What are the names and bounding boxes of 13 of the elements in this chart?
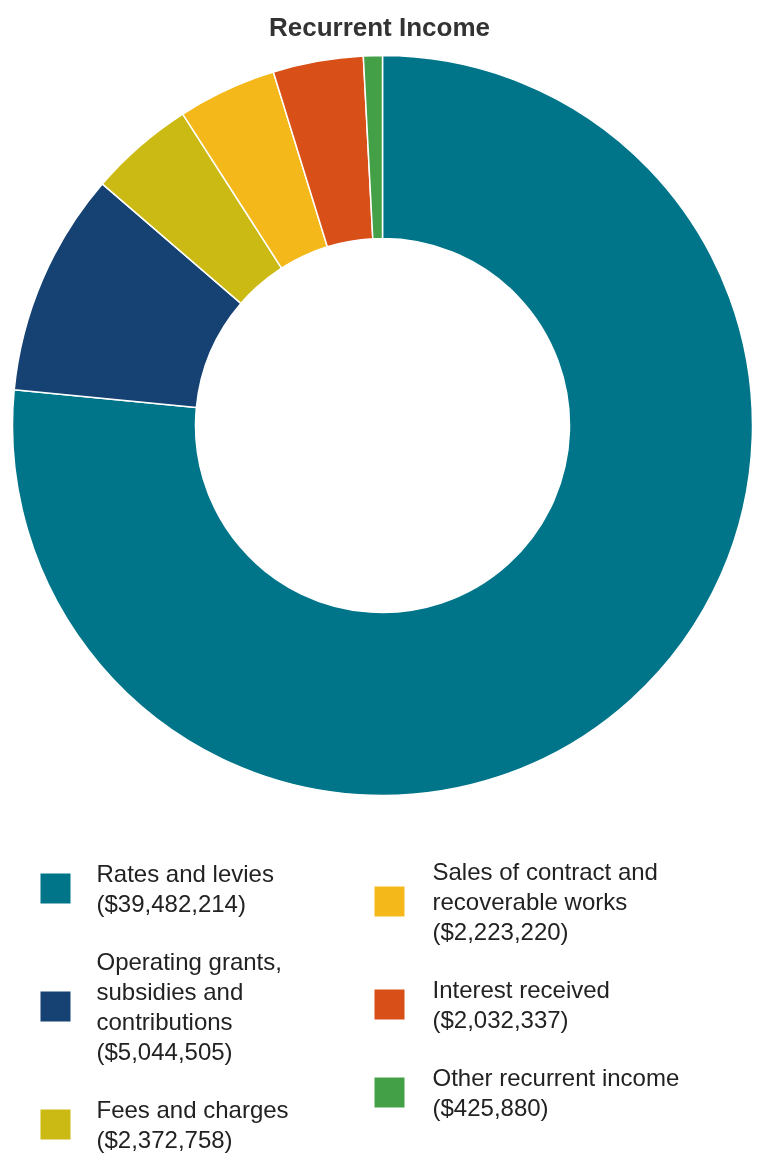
data-label: ($2,223,220)	[432, 918, 569, 945]
chart-title: Recurrent Income	[268, 11, 491, 42]
legend-label: Fees and charges	[96, 1096, 289, 1123]
legend-label: Operating grants, subsidies and contributions	[96, 948, 282, 1035]
legend-label: Sales of contract and recoverable works	[432, 858, 658, 915]
data-label: ($2,372,758)	[96, 1126, 233, 1153]
legend-label: Rates and levies	[96, 860, 274, 887]
data-label: ($2,032,337)	[432, 1006, 569, 1033]
data-label: ($5,044,505)	[96, 1038, 233, 1065]
data-label: ($425,880)	[432, 1094, 549, 1121]
legend-label: Interest received	[432, 976, 610, 1003]
legend-label: Other recurrent income	[432, 1064, 680, 1091]
data-label: ($39,482,214)	[96, 890, 246, 917]
